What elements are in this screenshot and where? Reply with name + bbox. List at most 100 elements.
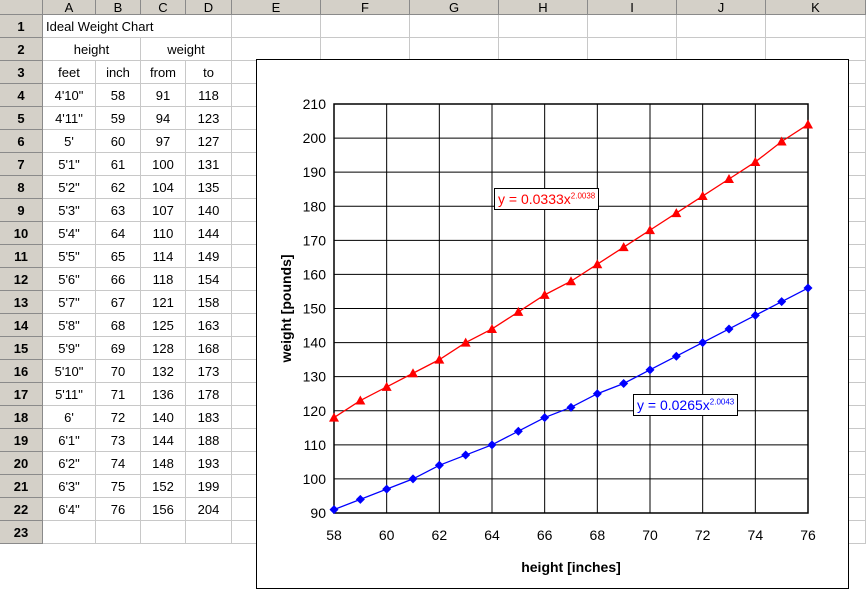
data-cell-feet[interactable]: 6'3": [43, 475, 96, 498]
data-cell-inch[interactable]: 75: [96, 475, 141, 498]
data-cell-feet[interactable]: 5'10": [43, 360, 96, 383]
column-header-k[interactable]: K: [766, 0, 866, 15]
cell-h1[interactable]: [499, 15, 588, 38]
select-all-corner[interactable]: [0, 0, 43, 15]
data-cell-weight-to[interactable]: 168: [186, 337, 232, 360]
row-header-7[interactable]: 7: [0, 153, 43, 176]
row-header-2[interactable]: 2: [0, 38, 43, 61]
data-cell-feet[interactable]: 4'10": [43, 84, 96, 107]
inch-header[interactable]: inch: [96, 61, 141, 84]
row-header-17[interactable]: 17: [0, 383, 43, 406]
cell-f2[interactable]: [321, 38, 410, 61]
data-cell-inch[interactable]: 69: [96, 337, 141, 360]
row-header-1[interactable]: 1: [0, 15, 43, 38]
data-cell-weight-from[interactable]: 144: [141, 429, 186, 452]
row-header-10[interactable]: 10: [0, 222, 43, 245]
cell-j2[interactable]: [677, 38, 766, 61]
data-cell-feet[interactable]: 6'4": [43, 498, 96, 521]
row-header-5[interactable]: 5: [0, 107, 43, 130]
data-cell-weight-from[interactable]: 125: [141, 314, 186, 337]
data-cell-feet[interactable]: 5'11": [43, 383, 96, 406]
column-header-e[interactable]: E: [232, 0, 321, 15]
sheet-title[interactable]: Ideal Weight Chart: [43, 15, 232, 38]
data-cell-inch[interactable]: 70: [96, 360, 141, 383]
data-cell-weight-from[interactable]: 110: [141, 222, 186, 245]
data-cell-inch[interactable]: 64: [96, 222, 141, 245]
data-cell-feet[interactable]: 5'8": [43, 314, 96, 337]
data-cell-feet[interactable]: 5'9": [43, 337, 96, 360]
data-cell-weight-to[interactable]: 149: [186, 245, 232, 268]
column-header-f[interactable]: F: [321, 0, 410, 15]
row-header-18[interactable]: 18: [0, 406, 43, 429]
height-header[interactable]: height: [43, 38, 141, 61]
data-cell-feet[interactable]: 5'1": [43, 153, 96, 176]
data-cell-weight-from[interactable]: 94: [141, 107, 186, 130]
column-header-g[interactable]: G: [410, 0, 499, 15]
cell-g2[interactable]: [410, 38, 499, 61]
column-header-h[interactable]: H: [499, 0, 588, 15]
data-cell-inch[interactable]: 58: [96, 84, 141, 107]
data-cell-weight-from[interactable]: 107: [141, 199, 186, 222]
data-cell-inch[interactable]: 76: [96, 498, 141, 521]
row-header-20[interactable]: 20: [0, 452, 43, 475]
data-cell-inch[interactable]: 60: [96, 130, 141, 153]
data-cell-weight-from[interactable]: 97: [141, 130, 186, 153]
cell-e2[interactable]: [232, 38, 321, 61]
data-cell-feet[interactable]: 5'4": [43, 222, 96, 245]
row-header-12[interactable]: 12: [0, 268, 43, 291]
data-cell-weight-from[interactable]: 128: [141, 337, 186, 360]
data-cell-feet[interactable]: 6': [43, 406, 96, 429]
cell-k2[interactable]: [766, 38, 866, 61]
data-cell-weight-from[interactable]: 152: [141, 475, 186, 498]
data-cell-feet[interactable]: 5'7": [43, 291, 96, 314]
row-header-15[interactable]: 15: [0, 337, 43, 360]
cell-d23[interactable]: [186, 521, 232, 544]
data-cell-weight-to[interactable]: 193: [186, 452, 232, 475]
data-cell-weight-from[interactable]: 104: [141, 176, 186, 199]
cell-i1[interactable]: [588, 15, 677, 38]
data-cell-weight-to[interactable]: 123: [186, 107, 232, 130]
data-cell-weight-to[interactable]: 183: [186, 406, 232, 429]
data-cell-inch[interactable]: 61: [96, 153, 141, 176]
data-cell-feet[interactable]: 4'11": [43, 107, 96, 130]
cell-c23[interactable]: [141, 521, 186, 544]
data-cell-weight-from[interactable]: 136: [141, 383, 186, 406]
data-cell-feet[interactable]: 5'6": [43, 268, 96, 291]
data-cell-inch[interactable]: 65: [96, 245, 141, 268]
data-cell-inch[interactable]: 59: [96, 107, 141, 130]
data-cell-weight-to[interactable]: 135: [186, 176, 232, 199]
data-cell-weight-from[interactable]: 140: [141, 406, 186, 429]
data-cell-weight-to[interactable]: 127: [186, 130, 232, 153]
column-header-b[interactable]: B: [96, 0, 141, 15]
row-header-6[interactable]: 6: [0, 130, 43, 153]
trendline-equation-red[interactable]: y = 0.0333x2.0038: [494, 188, 600, 210]
data-cell-feet[interactable]: 6'1": [43, 429, 96, 452]
cell-b23[interactable]: [96, 521, 141, 544]
cell-i2[interactable]: [588, 38, 677, 61]
data-cell-weight-to[interactable]: 163: [186, 314, 232, 337]
cell-g1[interactable]: [410, 15, 499, 38]
data-cell-weight-to[interactable]: 188: [186, 429, 232, 452]
row-header-23[interactable]: 23: [0, 521, 43, 544]
column-header-d[interactable]: D: [186, 0, 232, 15]
embedded-chart[interactable]: 90 100 110 120 130 140 150 160 170 180 190 200 210 58…: [256, 59, 849, 589]
row-header-11[interactable]: 11: [0, 245, 43, 268]
data-cell-feet[interactable]: 5'5": [43, 245, 96, 268]
row-header-3[interactable]: 3: [0, 61, 43, 84]
data-cell-inch[interactable]: 66: [96, 268, 141, 291]
data-cell-weight-from[interactable]: 156: [141, 498, 186, 521]
column-header-i[interactable]: I: [588, 0, 677, 15]
data-cell-inch[interactable]: 72: [96, 406, 141, 429]
data-cell-weight-to[interactable]: 158: [186, 291, 232, 314]
data-cell-weight-from[interactable]: 118: [141, 268, 186, 291]
cell-a23[interactable]: [43, 521, 96, 544]
cell-e1[interactable]: [232, 15, 321, 38]
data-cell-weight-to[interactable]: 199: [186, 475, 232, 498]
data-cell-weight-from[interactable]: 121: [141, 291, 186, 314]
cell-k1[interactable]: [766, 15, 866, 38]
data-cell-inch[interactable]: 68: [96, 314, 141, 337]
data-cell-feet[interactable]: 5'2": [43, 176, 96, 199]
column-header-a[interactable]: A: [43, 0, 96, 15]
trendline-equation-blue[interactable]: y = 0.0265x2.0043: [633, 394, 739, 416]
data-cell-weight-to[interactable]: 204: [186, 498, 232, 521]
